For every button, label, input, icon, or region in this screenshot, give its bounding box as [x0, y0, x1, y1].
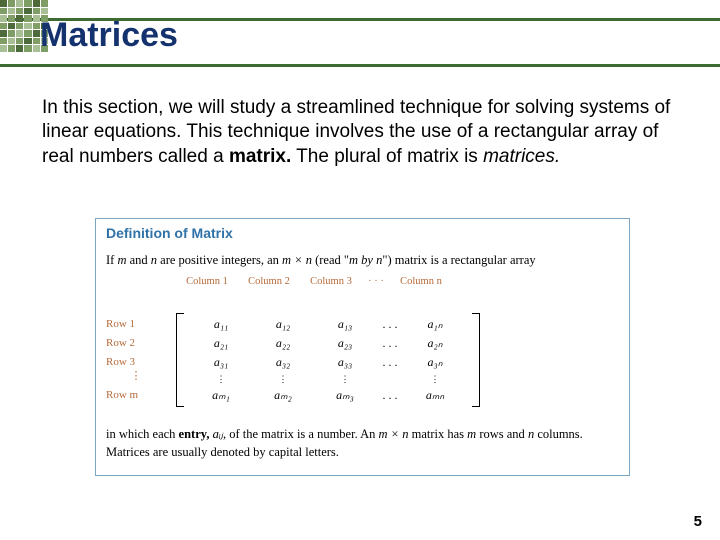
t: rows and	[476, 427, 528, 441]
page-title: Matrices	[40, 16, 178, 55]
definition-header: Definition of Matrix	[96, 219, 629, 245]
cell: a₁₃	[314, 315, 376, 333]
var-aij: aᵢⱼ	[213, 427, 223, 441]
row-label-2: Row 2	[106, 334, 166, 353]
var-m2: m	[467, 427, 476, 441]
cell-dots: . . .	[376, 334, 404, 352]
t: are positive integers, an	[157, 253, 282, 267]
cell: a₃ₙ	[404, 353, 466, 371]
matrix-container: Column 1 Column 2 Column 3 · · · Column …	[106, 274, 619, 411]
read-as: m by n	[349, 253, 382, 267]
bracket-left	[176, 313, 184, 407]
t: and	[126, 253, 150, 267]
row-label-m: Row m	[106, 386, 166, 405]
intro-bold: matrix.	[229, 146, 291, 167]
cell: aₘ₂	[252, 386, 314, 404]
definition-intro: If m and n are positive integers, an m ×…	[106, 251, 619, 270]
cell: a₃₂	[252, 353, 314, 371]
t: matrix has	[409, 427, 468, 441]
row-labels: Row 1 Row 2 Row 3 ⋮ Row m	[106, 299, 166, 405]
cell: aₘₙ	[404, 386, 466, 404]
matrix-row-1: a₁₁ a₁₂ a₁₃ . . . a₁ₙ	[190, 315, 466, 334]
cell-dots: . . .	[376, 315, 404, 333]
intro-italic: matrices.	[483, 146, 560, 167]
col-label-dots: · · ·	[362, 274, 390, 290]
cell: aₘ₁	[190, 386, 252, 404]
matrix-row-vdots: ⋮⋮⋮⋮	[190, 372, 466, 386]
cell: a₃₁	[190, 353, 252, 371]
definition-box: Definition of Matrix If m and n are posi…	[95, 218, 630, 476]
matrix: Row 1 Row 2 Row 3 ⋮ Row m a₁₁ a₁₂ a₁₃	[106, 299, 619, 405]
cell: a₁₂	[252, 315, 314, 333]
col-label-n: Column n	[390, 274, 452, 290]
slide: Matrices In this section, we will study …	[0, 0, 720, 540]
matrix-row-m: aₘ₁ aₘ₂ aₘ₃ . . . aₘₙ	[190, 386, 466, 405]
intro-text-2: The plural of matrix is	[291, 146, 483, 167]
col-label-3: Column 3	[300, 274, 362, 290]
row-label-vdots: ⋮	[106, 372, 166, 386]
cell: a₁ₙ	[404, 315, 466, 333]
row-label-3: Row 3	[106, 353, 166, 372]
cell: aₘ₃	[314, 386, 376, 404]
cell: a₂ₙ	[404, 334, 466, 352]
cell-dots: . . .	[376, 386, 404, 404]
cell: a₂₂	[252, 334, 314, 352]
var-mxn: m × n	[282, 253, 312, 267]
t: (read "	[312, 253, 349, 267]
cell: a₁₁	[190, 315, 252, 333]
intro-paragraph: In this section, we will study a streaml…	[42, 96, 672, 169]
matrix-grid: a₁₁ a₁₂ a₁₃ . . . a₁ₙ a₂₁ a₂₂ a₂₃ . . .	[186, 313, 470, 407]
header-rule-bottom	[0, 64, 720, 67]
column-headers: Column 1 Column 2 Column 3 · · · Column …	[106, 274, 619, 290]
t: in which each	[106, 427, 179, 441]
cell: a₃₃	[314, 353, 376, 371]
bracket-right	[472, 313, 480, 407]
t: ") matrix is a rectangular array	[382, 253, 535, 267]
col-label-1: Column 1	[176, 274, 238, 290]
var-mxn2: m × n	[379, 427, 409, 441]
col-label-2: Column 2	[238, 274, 300, 290]
t: , of the matrix is a number. An	[223, 427, 379, 441]
page-number: 5	[694, 513, 702, 530]
cell-dots: . . .	[376, 353, 404, 371]
definition-body: If m and n are positive integers, an m ×…	[96, 245, 629, 474]
entry-bold: entry,	[179, 427, 210, 441]
cell: a₂₃	[314, 334, 376, 352]
row-label-1: Row 1	[106, 315, 166, 334]
definition-tail: in which each entry, aᵢⱼ, of the matrix …	[106, 425, 619, 463]
cell: a₂₁	[190, 334, 252, 352]
header: Matrices	[0, 0, 720, 78]
t: If	[106, 253, 117, 267]
matrix-row-2: a₂₁ a₂₂ a₂₃ . . . a₂ₙ	[190, 334, 466, 353]
matrix-row-3: a₃₁ a₃₂ a₃₃ . . . a₃ₙ	[190, 353, 466, 372]
